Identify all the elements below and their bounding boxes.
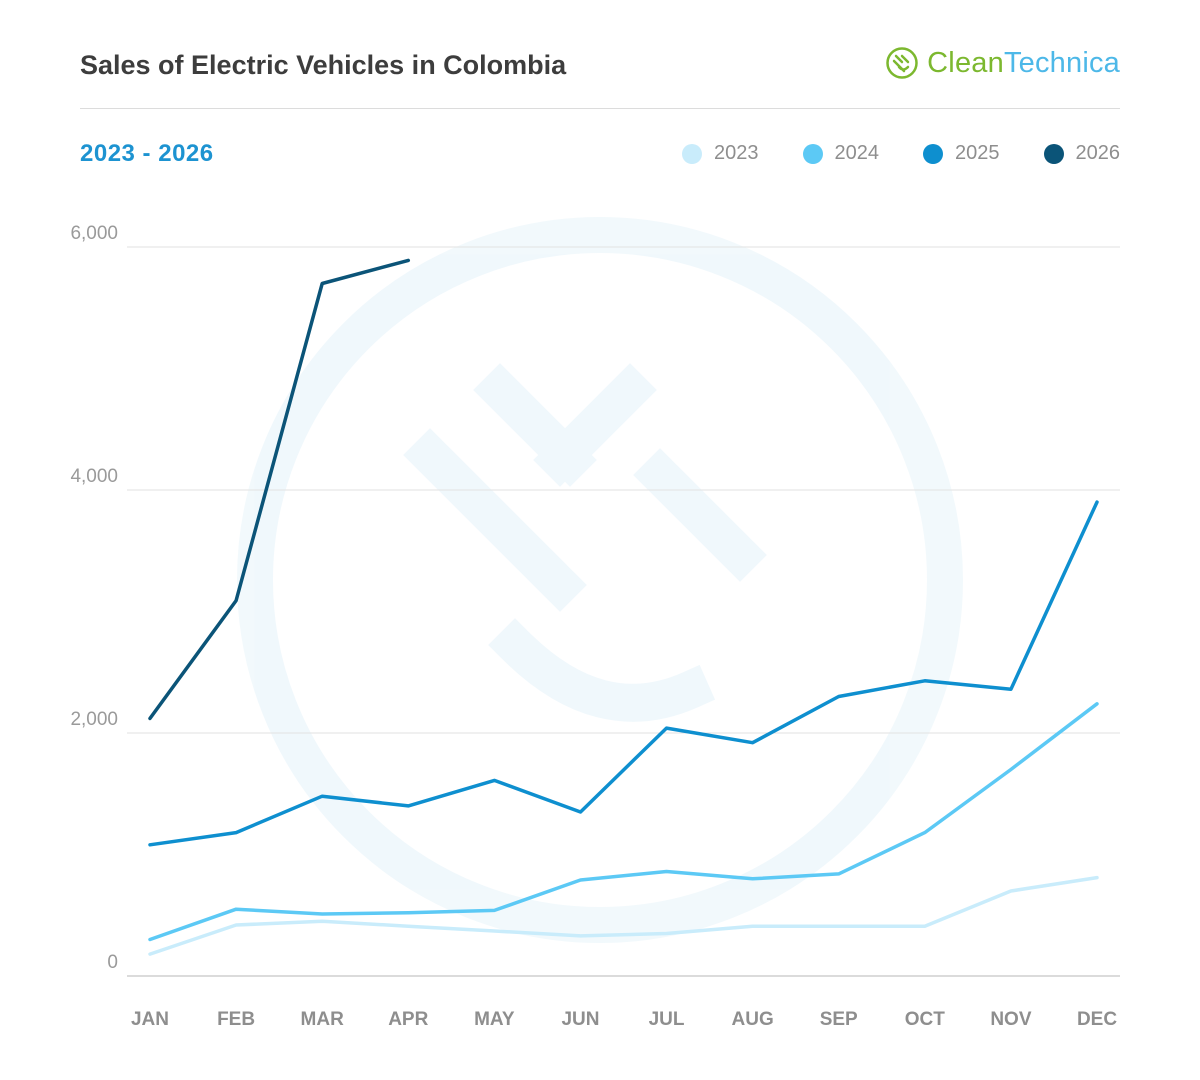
series-line-2025	[148, 500, 1099, 847]
x-tick-label: JUL	[649, 1009, 685, 1030]
chart-subtitle: 2023 - 2026	[80, 140, 214, 167]
x-tick-label: MAY	[474, 1009, 515, 1030]
brand-clean-text: Clean	[927, 46, 1004, 79]
x-tick-label: OCT	[905, 1009, 946, 1030]
legend-dot-2025	[923, 143, 943, 164]
plug-icon	[886, 47, 918, 79]
legend-label-2024: 2024	[834, 142, 880, 164]
chart-title: Sales of Electric Vehicles in Colombia	[80, 50, 567, 80]
x-tick-label: APR	[388, 1009, 428, 1030]
legend-label-2023: 2023	[714, 142, 759, 164]
x-tick-label: DEC	[1077, 1009, 1117, 1030]
series-line-2024	[148, 702, 1099, 942]
legend-dot-2023	[682, 143, 702, 164]
legend-item-2023: 2023	[682, 142, 759, 165]
x-tick-label: MAR	[301, 1009, 345, 1030]
y-tick-label: 2,000	[70, 709, 118, 730]
series-line-2026	[148, 258, 411, 721]
y-tick-label: 4,000	[70, 466, 118, 487]
brand-logo: CleanTechnica	[885, 46, 1120, 80]
legend-item-2025: 2025	[923, 142, 1000, 165]
legend-label-2025: 2025	[955, 142, 1000, 164]
y-axis-ticks: 0 2,000 4,000 6,000	[70, 223, 118, 973]
series-lines	[148, 258, 1099, 956]
legend-dot-2024	[802, 143, 823, 164]
x-tick-label: JUN	[561, 1009, 599, 1030]
x-tick-label: NOV	[990, 1009, 1032, 1030]
x-tick-label: AUG	[732, 1009, 774, 1030]
grid-lines	[127, 246, 1120, 734]
header-divider	[80, 108, 1120, 109]
y-tick-label: 6,000	[70, 223, 118, 244]
legend-label-2026: 2026	[1075, 142, 1121, 164]
series-line-2023	[148, 875, 1099, 956]
y-tick-label: 0	[107, 952, 118, 973]
x-tick-label: SEP	[820, 1009, 858, 1030]
legend-item-2024: 2024	[802, 142, 880, 165]
watermark-logo	[237, 217, 963, 943]
brand-technica-text: Technica	[1003, 46, 1120, 79]
legend-dot-2026	[1043, 143, 1064, 164]
legend: 2023 2024 2025 2026	[682, 142, 1120, 165]
x-axis-ticks: JAN FEB MAR APR MAY JUN JUL AUG SEP OCT NOV DEC	[131, 1009, 1117, 1030]
x-tick-label: FEB	[217, 1009, 255, 1030]
x-tick-label: JAN	[131, 1009, 169, 1030]
legend-item-2026: 2026	[1043, 142, 1121, 165]
